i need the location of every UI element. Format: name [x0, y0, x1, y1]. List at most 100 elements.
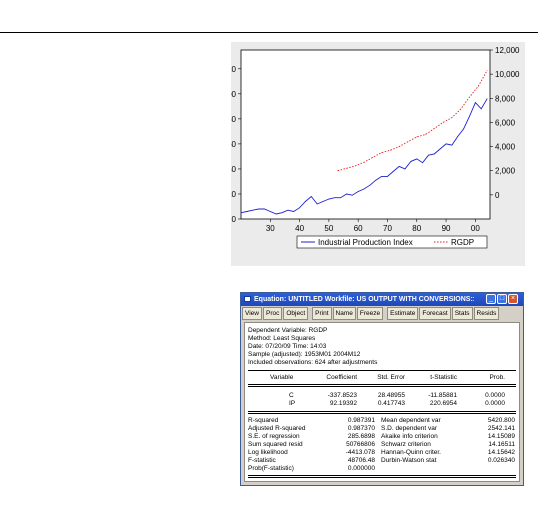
- toolbar: View Proc Object Print Name Freeze Estimate For…: [242, 307, 523, 320]
- series-1-point: [334, 197, 336, 199]
- toolbar-button-object[interactable]: Object: [283, 307, 309, 320]
- row-value: 0.0000: [485, 400, 505, 407]
- close-icon[interactable]: ×: [508, 294, 518, 304]
- stat-value: 285.6898: [347, 433, 375, 440]
- header-line: Included observations: 624 after adjustm…: [248, 359, 378, 366]
- stat-label: Durbin-Watson stat: [381, 457, 437, 464]
- header-line: Method: Least Squares: [248, 335, 316, 342]
- chart-svg: 304050607080900002040608010012002,0004,0…: [231, 46, 520, 249]
- separator: [248, 386, 516, 387]
- series-1-point: [463, 128, 465, 130]
- window-icon: [244, 296, 251, 302]
- series-1-point: [281, 212, 283, 214]
- window-title: Equation: UNTITLED Workfile: US OUTPUT W…: [254, 296, 474, 303]
- toolbar-button-print[interactable]: Print: [312, 307, 332, 320]
- toolbar-button-resids[interactable]: Resids: [473, 307, 500, 320]
- series-1-point: [445, 143, 447, 145]
- toolbar-button-forecast[interactable]: Forecast: [419, 307, 451, 320]
- series-1-point: [469, 115, 470, 117]
- stat-label: Log likelihood: [248, 449, 288, 456]
- series-1-point: [275, 213, 277, 215]
- series-2-point: [477, 85, 479, 87]
- y-left-tick-label: 20: [231, 190, 237, 199]
- series-2-point: [390, 149, 391, 151]
- row-value: 0.0000: [485, 392, 505, 399]
- equation-window[interactable]: Equation: UNTITLED Workfile: US OUTPUT W…: [240, 292, 524, 486]
- estimation-output: Dependent Variable: RGDP Method: Least Sq…: [244, 322, 520, 482]
- toolbar-button-estimate[interactable]: Estimate: [387, 307, 419, 320]
- series-2-point: [372, 157, 374, 158]
- column-header: Std. Error: [377, 374, 405, 381]
- series-1-point: [375, 179, 377, 181]
- stat-label: S.D. dependent var: [381, 425, 438, 432]
- series-1-point: [410, 161, 412, 162]
- row-variable: C: [289, 392, 294, 399]
- series-1-point: [340, 197, 341, 199]
- series-1-point: [392, 171, 394, 172]
- stat-value: 0.026340: [487, 457, 515, 464]
- series-2-point: [433, 128, 435, 129]
- x-tick-label: 50: [324, 224, 333, 233]
- stat-value: 14.16511: [488, 441, 515, 448]
- series-1-point: [310, 196, 312, 197]
- series-1-point: [269, 211, 271, 212]
- series-2-point: [425, 134, 426, 135]
- row-value: 28.48955: [377, 392, 405, 399]
- toolbar-button-view[interactable]: View: [242, 307, 262, 320]
- series-2-point: [354, 165, 356, 167]
- x-tick-label: 60: [354, 224, 363, 233]
- stat-label: Sum squared resid: [248, 441, 303, 448]
- minimize-icon[interactable]: _: [486, 294, 496, 304]
- maximize-icon[interactable]: □: [497, 294, 507, 304]
- x-tick-label: 90: [442, 224, 451, 233]
- series-line-2: [337, 70, 488, 172]
- stat-label: R-squared: [248, 417, 279, 424]
- series-1-point: [387, 176, 388, 177]
- series-2-point: [381, 152, 383, 154]
- series-1-point: [258, 208, 259, 210]
- y-right-tick-label: 0: [495, 191, 500, 200]
- y-left-tick-label: 60: [231, 140, 237, 149]
- series-2-point: [337, 170, 339, 172]
- x-tick-label: 70: [383, 224, 392, 233]
- stat-label: Mean dependent var: [381, 417, 441, 424]
- series-1-point: [474, 102, 476, 103]
- stat-label: Schwarz criterion: [381, 441, 431, 448]
- series-1-point: [240, 212, 242, 214]
- toolbar-button-stats[interactable]: Stats: [451, 307, 473, 320]
- series-1-point: [293, 211, 295, 212]
- stat-label: Prob(F-statistic): [248, 465, 294, 472]
- stat-value: -4413.078: [345, 449, 375, 456]
- toolbar-button-proc[interactable]: Proc: [262, 307, 283, 320]
- stat-value: 0.987370: [347, 425, 375, 432]
- plot-area: [240, 49, 491, 220]
- stat-value: 0.987391: [347, 417, 375, 424]
- series-1-point: [357, 191, 359, 192]
- x-tick-label: 40: [295, 224, 304, 233]
- series-1-point: [299, 207, 300, 209]
- header-line: Sample (adjusted): 1953M01 2004M12: [248, 351, 361, 358]
- series-2-point: [486, 70, 488, 71]
- series-2-point: [469, 96, 470, 98]
- row-value: 220.6954: [429, 400, 457, 407]
- toolbar-button-freeze[interactable]: Freeze: [356, 307, 384, 320]
- x-tick-label: 00: [471, 224, 480, 233]
- y-right-tick-label: 4,000: [495, 143, 516, 152]
- series-1-point: [404, 168, 406, 170]
- series-1-point: [316, 203, 318, 205]
- stat-value: 2542.141: [487, 425, 515, 432]
- stat-label: Akaike info criterion: [381, 433, 438, 440]
- title-bar[interactable]: Equation: UNTITLED Workfile: US OUTPUT W…: [241, 293, 523, 306]
- row-variable: IP: [289, 400, 296, 407]
- column-header: Variable: [270, 374, 294, 381]
- y-left-tick-label: 80: [231, 115, 237, 124]
- y-left-tick-label: 40: [231, 165, 237, 174]
- toolbar-button-name[interactable]: Name: [332, 307, 356, 320]
- series-1-point: [252, 209, 254, 211]
- legend-box: [296, 235, 488, 249]
- series-1-point: [328, 198, 330, 200]
- stat-value: 48706.48: [347, 457, 375, 464]
- series-1-point: [246, 211, 248, 212]
- series-1-point: [346, 193, 347, 195]
- x-tick-label: 80: [412, 224, 421, 233]
